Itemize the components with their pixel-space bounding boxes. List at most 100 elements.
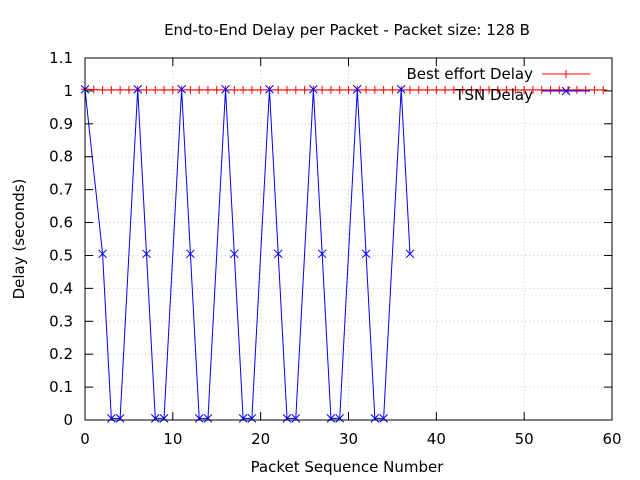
data-point-tsn-delay <box>221 84 230 94</box>
data-point-best-effort-delay <box>344 85 353 94</box>
data-point-tsn-delay <box>265 84 274 94</box>
data-point-best-effort-delay <box>335 85 344 94</box>
data-point-best-effort-delay <box>599 85 608 94</box>
data-point-best-effort-delay <box>449 85 458 94</box>
data-point-tsn-delay <box>335 414 345 423</box>
data-point-tsn-delay <box>273 249 283 259</box>
data-point-best-effort-delay <box>116 85 125 94</box>
y-tick-label: 0.4 <box>49 279 73 297</box>
data-point-best-effort-delay <box>195 85 204 94</box>
x-tick-label: 40 <box>427 430 446 448</box>
data-point-best-effort-delay <box>581 85 590 94</box>
data-point-best-effort-delay <box>142 85 151 94</box>
data-point-best-effort-delay <box>318 85 327 94</box>
data-point-tsn-delay <box>194 414 204 423</box>
data-point-tsn-delay <box>326 414 336 423</box>
data-point-tsn-delay <box>186 249 195 259</box>
data-point-best-effort-delay <box>151 85 160 94</box>
x-axis-label: Packet Sequence Number <box>251 458 445 476</box>
x-tick-label: 50 <box>515 430 534 448</box>
data-point-best-effort-delay <box>362 85 371 94</box>
data-point-best-effort-delay <box>555 85 564 94</box>
data-point-best-effort-delay <box>423 85 432 94</box>
data-point-best-effort-delay <box>528 85 537 94</box>
data-point-best-effort-delay <box>441 85 450 94</box>
legend-samples <box>542 70 590 96</box>
y-tick-label: 1 <box>63 82 73 100</box>
y-tick-label: 0.7 <box>49 181 73 199</box>
data-point-tsn-delay <box>115 414 125 423</box>
y-tick-label: 0.8 <box>49 148 73 166</box>
data-point-best-effort-delay <box>467 85 476 94</box>
data-point-best-effort-delay <box>283 85 292 94</box>
data-point-tsn-delay <box>203 414 213 423</box>
legend-label-tsn: TSN Delay <box>454 86 533 104</box>
data-point-best-effort-delay <box>98 85 107 94</box>
data-point-best-effort-delay <box>247 85 256 94</box>
data-point-best-effort-delay <box>107 85 116 94</box>
y-tick-label: 0.6 <box>49 214 73 232</box>
x-tick-label: 60 <box>602 430 621 448</box>
chart-title: End-to-End Delay per Packet - Packet siz… <box>164 21 530 39</box>
y-tick-label: 0.3 <box>49 312 73 330</box>
data-point-best-effort-delay <box>572 85 581 94</box>
x-tick-label: 10 <box>163 430 182 448</box>
ticks: 0 10 20 30 40 50 60 0 0.1 0.2 0.3 0.4 0.5 0.6 0.7 0.8 0.… <box>49 49 621 448</box>
data-point-tsn-delay <box>98 249 107 259</box>
x-tick-label: 20 <box>251 430 270 448</box>
data-point-best-effort-delay <box>511 85 520 94</box>
data-point-best-effort-delay <box>493 85 502 94</box>
data-point-best-effort-delay <box>458 85 467 94</box>
data-point-best-effort-delay <box>291 85 300 94</box>
data-point-best-effort-delay <box>590 85 599 94</box>
legend: Best effort Delay TSN Delay <box>406 65 590 104</box>
data-point-tsn-delay <box>405 249 415 259</box>
data-point-best-effort-delay <box>485 85 494 94</box>
data-point-best-effort-delay <box>476 85 485 94</box>
data-point-best-effort-delay <box>520 85 529 94</box>
legend-label-best-effort: Best effort Delay <box>406 65 533 83</box>
data-point-tsn-delay <box>309 84 318 94</box>
data-point-best-effort-delay <box>124 85 133 94</box>
data-point-tsn-delay <box>177 84 186 94</box>
y-tick-label: 0.1 <box>49 378 73 396</box>
y-tick-label: 0.2 <box>49 345 73 363</box>
data-point-best-effort-delay <box>239 85 248 94</box>
data-point-tsn-delay <box>142 249 151 259</box>
data-point-best-effort-delay <box>405 85 414 94</box>
data-point-tsn-delay <box>361 249 371 259</box>
data-point-best-effort-delay <box>274 85 283 94</box>
y-tick-label: 0 <box>63 411 73 429</box>
data-point-tsn-delay <box>370 414 380 423</box>
data-point-tsn-delay <box>247 414 257 423</box>
data-point-best-effort-delay <box>89 85 98 94</box>
data-point-tsn-delay <box>133 84 143 94</box>
data-point-best-effort-delay <box>160 85 169 94</box>
data-point-tsn-delay <box>396 84 406 94</box>
data-point-tsn-delay <box>291 414 301 423</box>
data-point-best-effort-delay <box>502 85 511 94</box>
data-point-tsn-delay <box>352 84 362 94</box>
data-point-best-effort-delay <box>546 85 555 94</box>
data-point-best-effort-delay <box>300 85 309 94</box>
data-point-best-effort-delay <box>230 85 239 94</box>
data-point-best-effort-delay <box>537 85 546 94</box>
data-point-tsn-delay <box>229 249 239 259</box>
data-point-best-effort-delay <box>186 85 195 94</box>
data-point-best-effort-delay <box>414 85 423 94</box>
data-point-best-effort-delay <box>432 85 441 94</box>
data-point-tsn-delay <box>150 414 160 423</box>
x-tick-label: 0 <box>80 430 90 448</box>
legend-marker-best-effort-delay <box>562 70 570 78</box>
series-line-tsn-delay <box>84 89 411 419</box>
grid <box>85 58 612 420</box>
data-point-best-effort-delay <box>326 85 335 94</box>
data-point-best-effort-delay <box>388 85 397 94</box>
x-tick-label: 30 <box>339 430 358 448</box>
data-point-tsn-delay <box>159 414 169 423</box>
data-point-tsn-delay <box>106 414 116 423</box>
data-point-best-effort-delay <box>379 85 388 94</box>
data-point-best-effort-delay <box>256 85 265 94</box>
